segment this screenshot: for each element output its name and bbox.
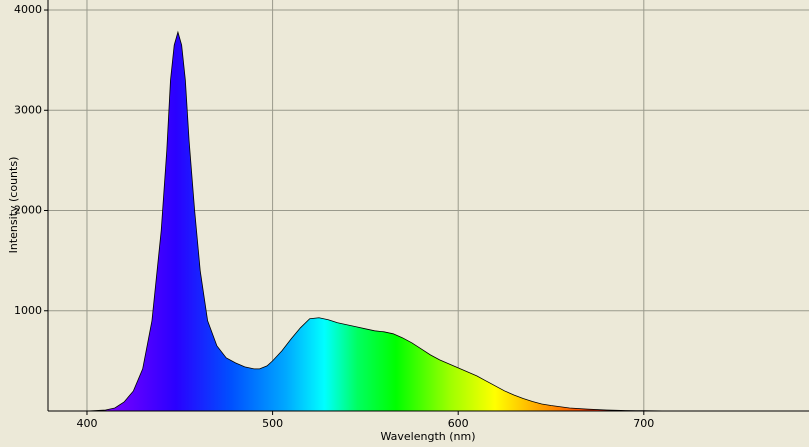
y-tick-label: 3000 xyxy=(14,103,42,116)
x-tick-label: 600 xyxy=(448,417,469,430)
y-tick-label: 4000 xyxy=(14,3,42,16)
y-axis-label: Intensity (counts) xyxy=(7,157,20,254)
x-axis-label: Wavelength (nm) xyxy=(380,430,475,443)
x-tick-label: 500 xyxy=(262,417,283,430)
y-tick-label: 1000 xyxy=(14,304,42,317)
x-tick-label: 400 xyxy=(76,417,97,430)
x-tick-label: 700 xyxy=(633,417,654,430)
y-tick-label: 2000 xyxy=(14,204,42,217)
spectrum-area xyxy=(86,32,681,411)
spectrum-line xyxy=(86,30,681,412)
